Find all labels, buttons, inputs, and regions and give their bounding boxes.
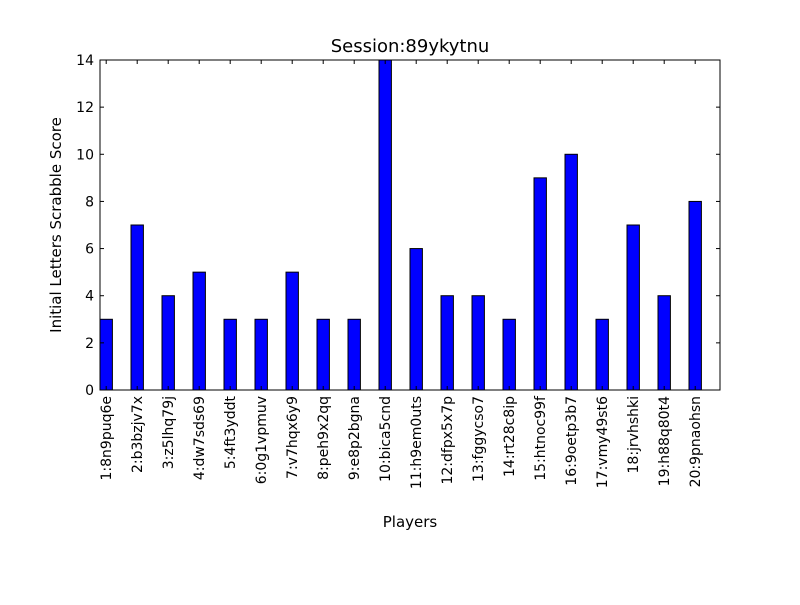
bar (626, 224, 640, 391)
y-tick-label: 0 (85, 383, 94, 399)
bar (564, 153, 578, 391)
bar (440, 295, 454, 391)
bar (595, 318, 609, 391)
bar (130, 224, 144, 391)
bar (254, 318, 268, 391)
x-tick-label: 4:dw7sds69 (192, 396, 208, 480)
x-tick-label: 7:v7hqx6y9 (285, 396, 301, 479)
x-tick-label: 13:fggycso7 (471, 396, 487, 482)
bar (192, 271, 206, 391)
y-tick-label: 4 (85, 289, 94, 305)
x-tick-label: 3:z5lhq79j (161, 396, 177, 469)
y-axis-ticks: 0 2 4 6 8 10 12 14 (76, 53, 720, 399)
x-axis-label: Players (383, 513, 438, 531)
x-tick-label: 17:vmy49st6 (595, 396, 611, 488)
bar (502, 318, 516, 391)
bars-group (99, 59, 702, 391)
x-tick-label: 10:bica5cnd (378, 396, 394, 482)
x-tick-label: 9:e8p2bgna (347, 396, 363, 480)
x-tick-label: 6:0g1vpmuv (254, 396, 270, 484)
bar (409, 248, 423, 391)
y-axis-label: Initial Letters Scrabble Score (47, 117, 65, 333)
x-tick-label: 14:rt28c8ip (502, 396, 518, 477)
x-tick-label: 18:jrvhshki (626, 396, 642, 474)
chart-title: Session:89ykytnu (331, 36, 490, 57)
x-tick-label: 1:8n9puq6e (99, 396, 115, 480)
bar (99, 318, 113, 391)
x-tick-label: 12:dfpx5x7p (440, 396, 456, 485)
bar (316, 318, 330, 391)
x-tick-label: 5:4ft3yddt (223, 396, 239, 470)
x-tick-label: 20:9pnaohsn (688, 396, 704, 487)
y-tick-label: 14 (76, 53, 94, 69)
x-tick-label: 2:b3bzjv7x (130, 396, 146, 473)
bar (533, 177, 547, 391)
y-tick-label: 2 (85, 336, 94, 352)
x-tick-label: 8:peh9x2qq (316, 396, 332, 480)
bar (161, 295, 175, 391)
x-axis-ticks: 1:8n9puq6e 2:b3bzjv7x 3:z5lhq79j 4:dw7sds69… (99, 60, 704, 489)
bar (347, 318, 361, 391)
x-tick-label: 19:h88q80t4 (657, 396, 673, 486)
y-tick-label: 6 (85, 242, 94, 258)
plot-frame (99, 59, 721, 391)
bar (378, 59, 392, 391)
x-tick-label: 11:h9em0uts (409, 396, 425, 489)
bar (688, 200, 702, 391)
y-tick-label: 8 (85, 194, 94, 210)
bar (223, 318, 237, 391)
bar (285, 271, 299, 391)
y-tick-label: 10 (76, 147, 94, 163)
x-tick-label: 15:htnoc99f (533, 395, 549, 481)
x-tick-label: 16:9oetp3b7 (564, 396, 580, 486)
bar (657, 295, 671, 391)
y-tick-label: 12 (76, 100, 94, 116)
bar (471, 295, 485, 391)
